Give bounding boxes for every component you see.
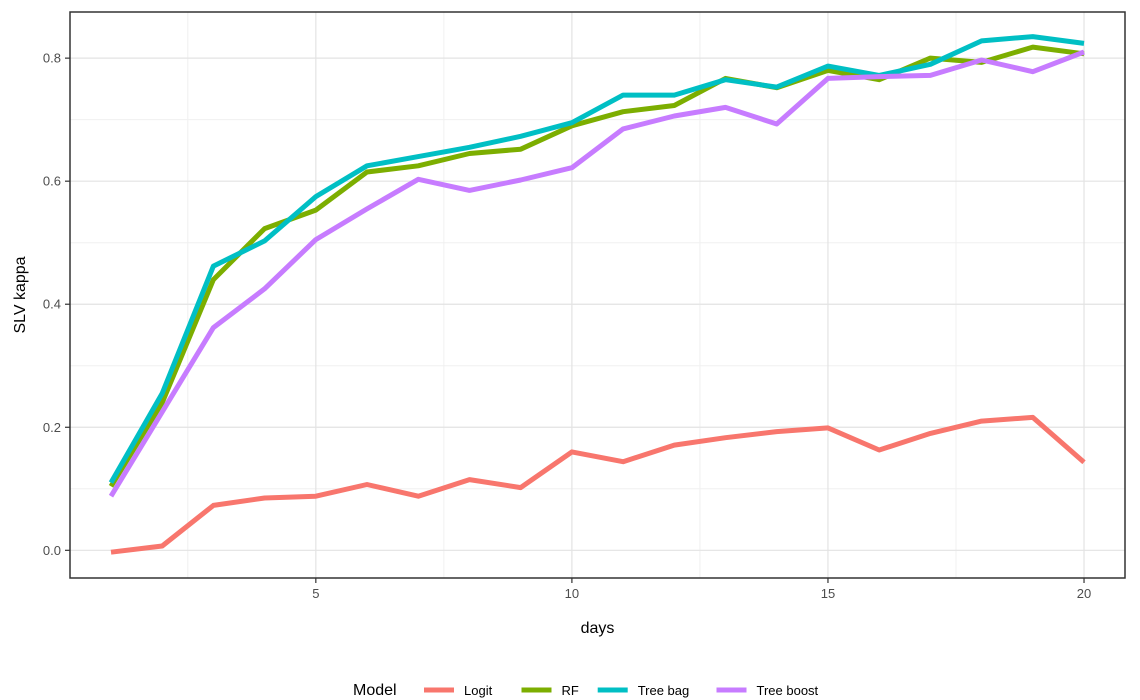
x-tick-label: 20: [1077, 586, 1091, 601]
legend-title: Model: [353, 682, 397, 699]
series-line-tree-bag: [108, 34, 1085, 484]
legend-label: RF: [562, 683, 579, 698]
x-tick-label: 15: [821, 586, 835, 601]
grid: [70, 12, 1125, 578]
x-tick-label: 5: [312, 586, 319, 601]
legend-label: Logit: [464, 683, 493, 698]
series-line-tree-boost: [108, 49, 1085, 498]
series-line-rf: [108, 44, 1085, 488]
series-lines: [108, 34, 1086, 555]
y-tick-label: 0.2: [43, 420, 61, 435]
y-axis-title: SLV kappa: [12, 256, 29, 333]
y-tick-label: 0.4: [43, 297, 61, 312]
x-axis-title: days: [581, 620, 615, 637]
axis-ticks: 5 10 15 20 0.0 0.2 0.4 0.6 0.8: [43, 51, 1091, 601]
plot-panel-border: [69, 11, 1126, 579]
legend-label: Tree bag: [638, 683, 690, 698]
y-tick-label: 0.8: [43, 51, 61, 66]
legend-label: Tree boost: [757, 683, 819, 698]
x-tick-label: 10: [565, 586, 579, 601]
y-tick-label: 0.0: [43, 543, 61, 558]
series-line-logit: [110, 414, 1086, 555]
legend: Model Logit RF Tree bag Tree boost: [353, 682, 819, 699]
y-tick-label: 0.6: [43, 174, 61, 189]
